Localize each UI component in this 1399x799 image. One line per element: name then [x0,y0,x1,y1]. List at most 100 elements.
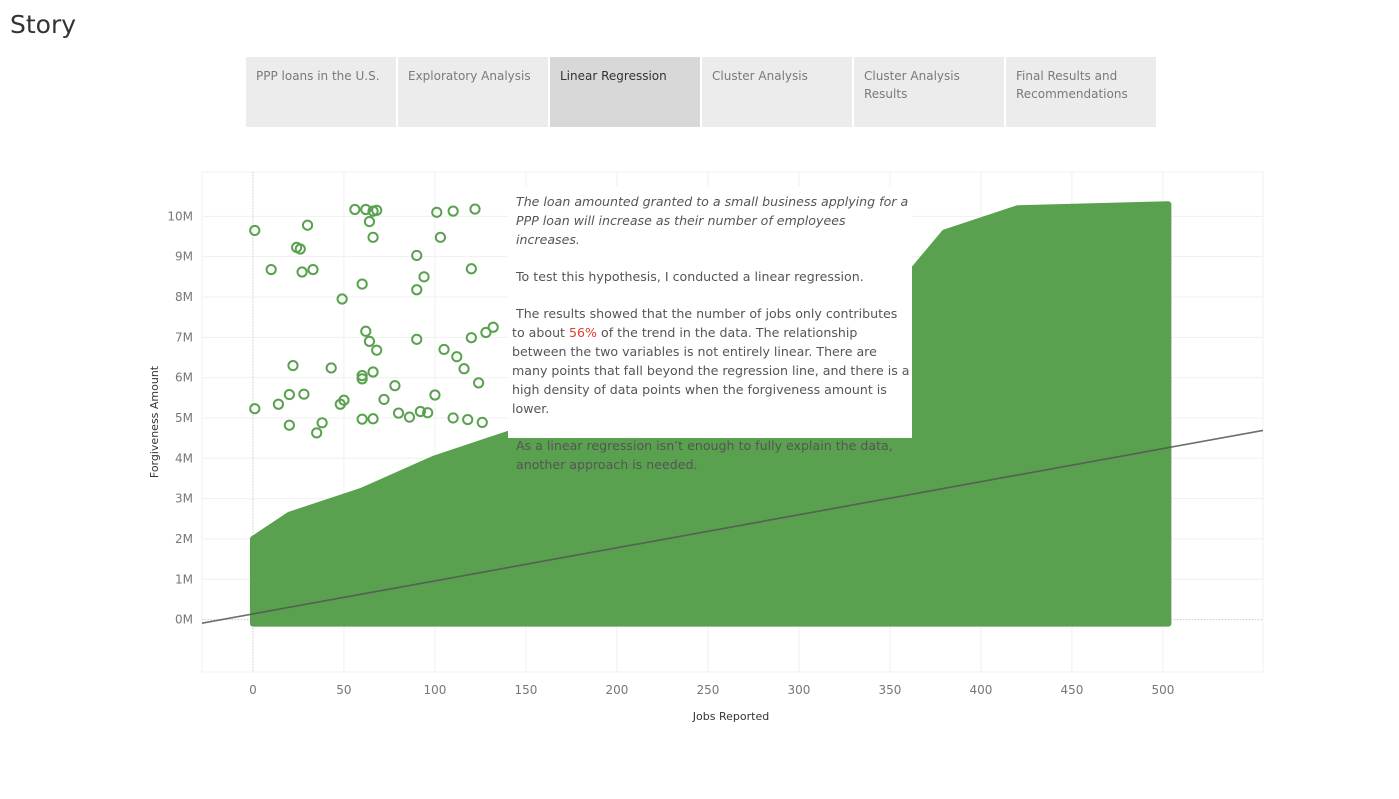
data-point [447,205,459,217]
data-point [434,231,447,243]
data-point [469,203,481,215]
x-tick-label: 50 [336,683,351,697]
r-squared-highlight: 56% [569,325,597,340]
regression-line [201,429,1264,624]
data-point [294,243,306,255]
data-point [363,215,376,228]
data-point [414,405,426,418]
data-point [283,388,295,401]
results-paragraph: The results showed that the number of jo… [512,304,910,418]
y-axis-ticks: 0M 1M 2M 3M 4M 5M 6M 7M 8M 9M 10M [167,209,193,626]
y-tick-label: 3M [175,492,193,506]
tab-exploratory-analysis[interactable]: Exploratory Analysis [398,57,548,127]
data-point [476,416,488,429]
data-point [458,363,470,375]
data-point [447,412,459,424]
y-tick-label: 4M [175,451,193,465]
y-tick-label: 5M [175,411,193,425]
data-point [311,427,323,439]
data-point [363,335,376,347]
data-point [465,263,477,275]
y-tick-label: 1M [175,572,193,586]
data-point [265,263,277,276]
data-point [360,325,372,337]
x-tick-label: 350 [878,683,901,697]
data-point [336,293,348,305]
data-point [349,203,361,216]
test-text: To test this hypothesis, I conducted a l… [516,269,864,284]
story-title: Story [10,10,77,39]
plot-frame [201,171,1264,673]
y-axis-label: Forgiveness Amount [148,365,161,478]
y-tick-label: 8M [175,290,193,304]
x-tick-label: 100 [423,683,446,697]
data-point [334,398,346,410]
y-tick-label: 2M [175,532,193,546]
data-point [378,393,390,406]
data-point [465,332,477,344]
results-text-post: of the trend in the data. The relationsh… [512,325,910,416]
data-point [298,388,310,400]
data-point [287,359,299,372]
trend-line[interactable] [201,429,1264,624]
x-tick-label: 500 [1151,683,1174,697]
x-axis-ticks: 0 50 100 150 200 250 300 350 400 450 500 [249,683,1174,697]
x-tick-label: 400 [969,683,992,697]
data-point [367,231,379,243]
y-tick-label: 6M [175,371,193,385]
data-point [367,413,379,425]
tab-ppp-loans[interactable]: PPP loans in the U.S. [246,57,396,127]
data-point [316,417,328,429]
data-point [462,413,474,426]
x-tick-label: 200 [605,683,628,697]
data-point [356,413,368,425]
data-point [360,203,372,216]
data-point [429,389,441,401]
y-tick-label: 7M [175,330,193,344]
data-point [422,407,434,419]
data-point [283,419,295,431]
data-point [249,403,261,415]
data-point [307,263,319,276]
tab-final-results[interactable]: Final Results and Recommendations [1006,57,1156,127]
data-point [356,373,368,385]
data-point [403,411,416,423]
results-text-pre: The results showed that the number of jo… [512,306,898,340]
x-tick-label: 250 [696,683,719,697]
tab-cluster-analysis-results[interactable]: Cluster Analysis Results [854,57,1004,127]
conclusion-text: As a linear regression isn’t enough to f… [516,438,893,472]
data-point [411,249,423,262]
data-point [325,362,337,374]
data-point [438,343,450,356]
data-point [371,344,383,356]
story-tabs: PPP loans in the U.S. Exploratory Analys… [246,57,1156,127]
data-points[interactable] [249,203,499,439]
data-point [371,204,383,216]
data-point [356,278,368,290]
hypothesis-text: The loan amounted granted to a small bus… [516,194,909,247]
y-tick-label: 10M [167,209,193,223]
data-point [487,321,499,333]
x-tick-label: 450 [1060,683,1083,697]
data-point [480,326,492,339]
x-axis-label: Jobs Reported [692,710,769,723]
data-point [411,284,423,296]
data-point [301,219,314,231]
data-point [411,333,423,345]
data-point [272,398,285,410]
data-point [367,366,379,378]
data-point [451,351,463,363]
data-point [249,224,261,237]
tab-cluster-analysis[interactable]: Cluster Analysis [702,57,852,127]
x-tick-label: 0 [249,683,257,697]
data-point [418,271,430,283]
data-point [473,377,485,389]
data-point [392,407,405,419]
data-point [356,370,368,382]
x-tick-label: 150 [514,683,537,697]
data-point [389,380,401,392]
data-point [296,266,308,278]
y-tick-label: 9M [175,250,193,264]
tab-linear-regression[interactable]: Linear Regression [550,57,700,127]
y-tick-label: 0M [175,613,193,627]
